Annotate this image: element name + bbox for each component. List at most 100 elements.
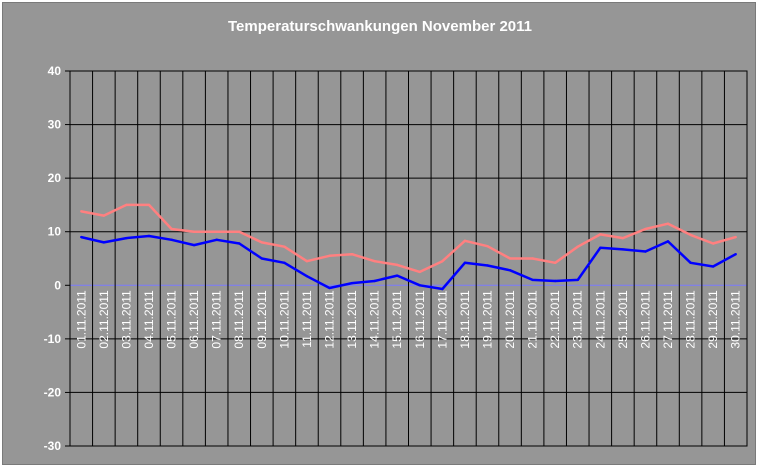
x-tick-label: 05.11.2011 xyxy=(165,290,179,349)
data-point xyxy=(125,236,128,240)
series-line-1 xyxy=(81,234,737,291)
x-tick-label: 10.11.2011 xyxy=(277,290,291,349)
data-point xyxy=(396,263,399,267)
data-point xyxy=(689,233,692,237)
x-tick-label: 06.11.2011 xyxy=(187,290,201,349)
data-point xyxy=(328,254,331,258)
x-tick-label: 12.11.2011 xyxy=(323,290,337,349)
x-tick-label: 19.11.2011 xyxy=(480,290,494,349)
x-tick-label: 15.11.2011 xyxy=(390,290,404,349)
y-tick-label: -10 xyxy=(44,332,62,346)
data-point xyxy=(305,259,309,263)
x-tick-label: 02.11.2011 xyxy=(97,290,111,349)
data-point xyxy=(621,236,625,240)
data-point xyxy=(192,243,196,247)
y-tick-label: -30 xyxy=(44,439,62,453)
y-tick-label: 40 xyxy=(48,64,62,78)
data-point xyxy=(192,230,196,233)
data-point xyxy=(102,241,106,244)
data-point xyxy=(215,238,218,241)
x-tick-label: 21.11.2011 xyxy=(526,290,540,349)
x-tick-label: 01.11.2011 xyxy=(74,290,88,349)
data-point xyxy=(147,234,151,238)
x-tick-label: 25.11.2011 xyxy=(616,290,630,349)
data-point xyxy=(666,222,670,225)
data-point xyxy=(734,253,737,256)
data-point xyxy=(147,203,151,207)
x-tick-label: 24.11.2011 xyxy=(593,290,607,349)
series-line-0 xyxy=(81,203,737,274)
chart-title: Temperaturschwankungen November 2011 xyxy=(228,18,532,35)
series-layer xyxy=(80,203,737,291)
data-point xyxy=(711,265,715,268)
x-tick-label: 28.11.2011 xyxy=(684,290,698,349)
grid-layer xyxy=(65,70,748,447)
data-point xyxy=(418,270,421,274)
data-point xyxy=(305,274,309,278)
x-tick-label: 09.11.2011 xyxy=(255,290,269,349)
x-tick-label: 23.11.2011 xyxy=(571,290,585,349)
y-tick-label: 30 xyxy=(48,118,62,132)
x-tick-label: 18.11.2011 xyxy=(458,290,472,349)
x-tick-label: 16.11.2011 xyxy=(413,290,427,349)
data-point xyxy=(644,250,647,253)
data-point xyxy=(531,278,534,282)
data-point xyxy=(260,257,264,260)
y-tick-label: 20 xyxy=(48,171,62,185)
x-tick-label: 14.11.2011 xyxy=(368,290,382,349)
x-tick-label: 20.11.2011 xyxy=(503,290,517,349)
data-point xyxy=(644,227,647,231)
x-tick-label: 29.11.2011 xyxy=(706,290,720,349)
data-point xyxy=(80,235,83,239)
data-point xyxy=(441,287,444,291)
x-tick-label: 07.11.2011 xyxy=(210,290,224,349)
data-point xyxy=(599,233,602,236)
data-point xyxy=(486,244,489,248)
data-point xyxy=(170,227,173,231)
data-point xyxy=(170,238,173,241)
data-point xyxy=(441,259,444,263)
x-tick-label: 11.11.2011 xyxy=(300,290,314,348)
x-tick-label: 30.11.2011 xyxy=(729,290,743,349)
data-point xyxy=(666,240,670,243)
data-point xyxy=(283,245,286,248)
data-point xyxy=(283,261,286,264)
data-point xyxy=(463,239,467,243)
data-point xyxy=(373,279,376,283)
data-point xyxy=(689,261,692,264)
data-point xyxy=(576,245,579,248)
data-point xyxy=(418,284,421,287)
x-tick-label: 13.11.2011 xyxy=(345,290,359,349)
data-point xyxy=(576,278,579,282)
data-point xyxy=(238,242,241,245)
data-point xyxy=(553,261,557,264)
data-point xyxy=(531,257,534,260)
x-tick-label: 04.11.2011 xyxy=(142,290,156,349)
data-point xyxy=(350,281,354,285)
data-point xyxy=(599,246,602,249)
data-point xyxy=(215,230,218,233)
data-point xyxy=(238,230,241,233)
data-point xyxy=(553,279,557,283)
y-tick-label: 10 xyxy=(48,225,62,239)
data-point xyxy=(350,253,354,256)
data-point xyxy=(711,242,715,245)
x-tick-label: 03.11.2011 xyxy=(119,290,133,349)
data-point xyxy=(508,269,512,272)
y-tick-label: 0 xyxy=(54,278,61,292)
data-point xyxy=(102,214,106,217)
plot-frame xyxy=(69,70,748,447)
y-tick-label: -20 xyxy=(44,385,62,399)
tick-labels: 40 30 20 10 0 -10 -20 -30 01.11.2011 02.11.2011 03… xyxy=(44,64,743,453)
data-point xyxy=(734,235,737,239)
x-tick-label: 27.11.2011 xyxy=(661,290,675,349)
data-point xyxy=(486,264,489,267)
data-point xyxy=(396,274,399,277)
data-point xyxy=(125,203,128,207)
data-point xyxy=(373,259,376,263)
data-point xyxy=(621,248,625,251)
data-point xyxy=(260,241,264,244)
x-tick-label: 22.11.2011 xyxy=(548,290,562,349)
